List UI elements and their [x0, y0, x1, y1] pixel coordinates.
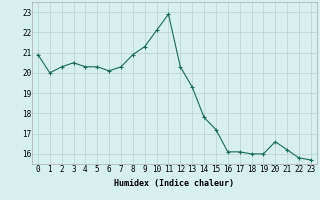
X-axis label: Humidex (Indice chaleur): Humidex (Indice chaleur): [115, 179, 234, 188]
